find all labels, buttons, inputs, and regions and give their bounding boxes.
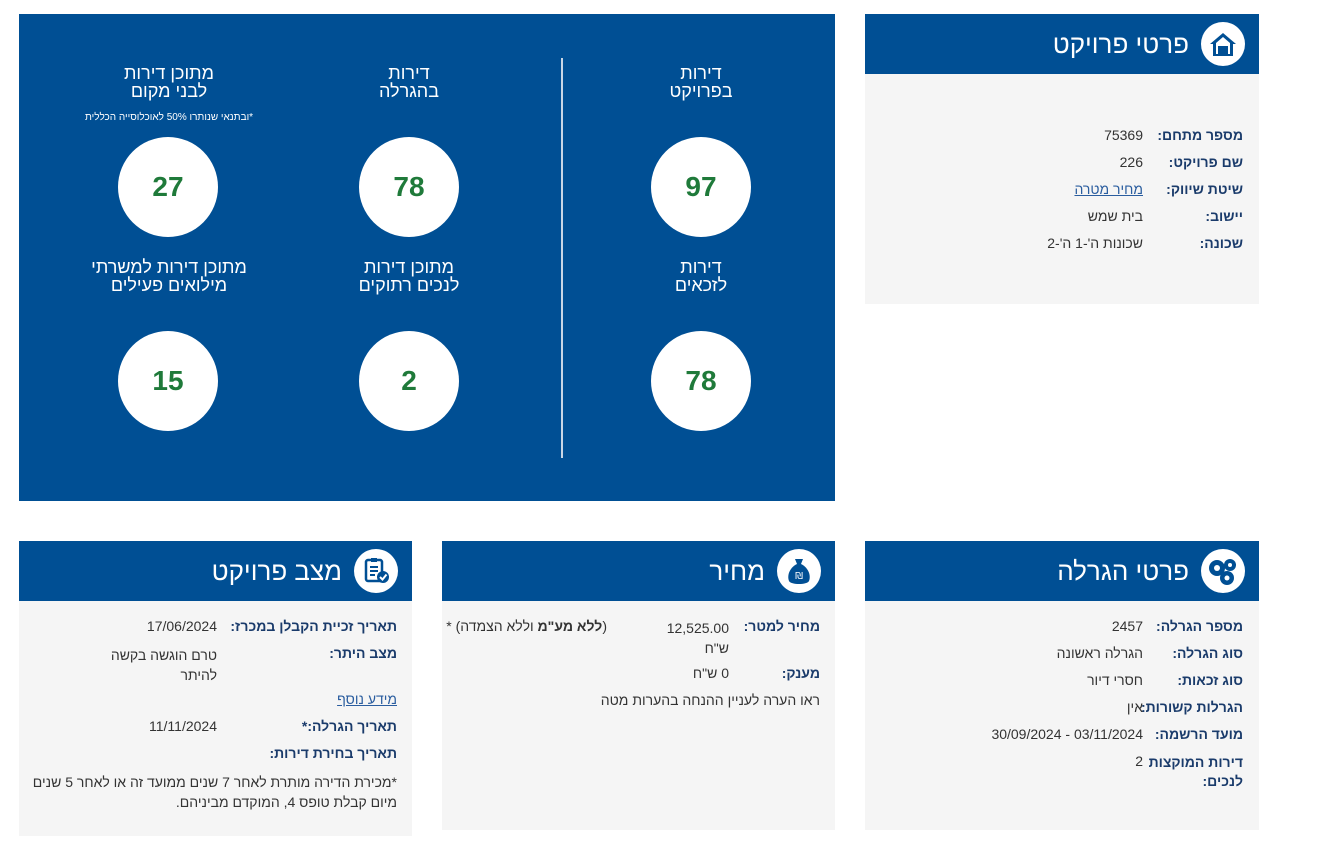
value-project-name: 226 [1119,154,1143,170]
lottery-balls-icon [1201,549,1245,593]
label-apartment-choice-date: תאריך בחירת דירות: [269,745,397,761]
stat-circle-disabled: 2 [359,331,459,431]
project-status-title: מצב פרויקט [211,555,342,586]
more-info-link[interactable]: מידע נוסף [337,691,397,707]
stat-title-disabled: מתוכן דירות לנכים רתוקים [358,257,460,295]
value-disabled-apartments: 2 [1135,753,1143,769]
stats-panel: דירות בפרויקט 97 דירות לזכאים 78 דירות ב… [19,14,835,501]
stat-circle-reservists: 15 [118,331,218,431]
project-details-body: מספר מתחם: 75369 שם פרויקט: 226 שיטת שיו… [865,74,1259,304]
stat-circle-local: 27 [118,137,218,237]
price-vat-note: (ללא מע"מ וללא הצמדה) * [446,618,607,634]
stat-note-local: *ובתנאי שנותרו 50% לאוכלוסייה הכללית [84,112,254,123]
document-check-icon [354,549,398,593]
stat-circle-lottery: 78 [359,137,459,237]
value-price-per-meter: 12,525.00 ש"ח [666,620,729,656]
lottery-details-header: פרטי הגרלה [865,541,1259,601]
project-details-title: פרטי פרויקט [1052,28,1189,59]
label-registration-period: מועד הרשמה: [1154,726,1243,742]
marketing-method-link[interactable]: מחיר מטרה [1074,181,1143,197]
home-icon [1201,22,1245,66]
stat-value-eligible: 78 [685,365,717,396]
label-lottery-type: סוג הגרלה: [1172,645,1243,661]
stat-title-lottery: דירות בהגרלה [379,63,439,101]
price-remark: ראו הערה לעניין ההנחה בהערות מטה [600,692,820,708]
stat-title-local: מתוכן דירות לבני מקום [124,63,214,101]
stat-title-project: דירות בפרויקט [669,63,733,101]
status-footnote: *מכירת הדירה מותרת לאחר 7 שנים ממועד זה … [32,774,397,810]
label-disabled-apartments: דירות המוקצות לנכים: [1148,754,1243,789]
label-project-name: שם פרויקט: [1168,154,1243,170]
stat-value-project: 97 [685,171,717,202]
value-settlement: בית שמש [1087,208,1143,224]
value-lottery-type: הגרלה ראשונה [1056,645,1143,661]
money-bag-icon: ₪ [777,549,821,593]
svg-text:₪: ₪ [795,571,803,582]
label-marketing-method: שיטת שיווק: [1166,181,1243,197]
label-contractor-win-date: תאריך זכיית הקבלן במכרז: [230,618,397,634]
price-header: ₪ מחיר [442,541,835,601]
price-title: מחיר [709,555,765,586]
label-eligibility-type: סוג זכאות: [1177,672,1243,688]
project-status-header: מצב פרויקט [19,541,412,601]
stat-title-reservists: מתוכן דירות למשרתי מילואים פעילים [91,257,247,295]
stat-value-reservists: 15 [152,365,184,396]
lottery-details-body: מספר הגרלה: 2457 סוג הגרלה: הגרלה ראשונה… [865,601,1259,830]
value-related-lotteries: אין [1126,699,1143,715]
label-related-lotteries: הגרלות קשורות: [1140,699,1243,715]
stat-title-eligible: דירות לזכאים [674,257,728,295]
stat-circle-eligible: 78 [651,331,751,431]
value-contractor-win-date: 17/06/2024 [146,618,217,634]
label-price-per-meter: מחיר למטר: [743,618,820,634]
value-lottery-date: 11/11/2024 [149,718,217,734]
stat-value-disabled: 2 [401,365,417,396]
value-neighborhood: שכונות ה'-1 ה'-2 [1047,235,1143,251]
label-settlement: יישוב: [1205,208,1243,224]
lottery-details-title: פרטי הגרלה [1057,555,1189,586]
stat-value-lottery: 78 [393,171,425,202]
project-status-body: תאריך זכיית הקבלן במכרז: 17/06/2024 מצב … [19,601,412,836]
stat-value-local: 27 [152,171,184,202]
label-lottery-date: תאריך הגרלה:* [301,718,397,734]
value-grant: 0 ש"ח [692,665,729,681]
project-details-header: פרטי פרויקט [865,14,1259,74]
label-lottery-number: מספר הגרלה: [1156,618,1243,634]
label-compound-number: מספר מתחם: [1157,127,1243,143]
value-eligibility-type: חסרי דיור [1087,672,1143,688]
value-lottery-number: 2457 [1111,618,1143,634]
stats-divider [561,58,563,458]
value-registration-period: 03/11/2024 - 30/09/2024 [991,726,1143,742]
label-permit-status: מצב היתר: [329,645,397,661]
label-grant: מענק: [781,665,820,681]
stat-circle-project: 97 [651,137,751,237]
price-body: מחיר למטר: 12,525.00 ש"ח (ללא מע"מ וללא … [442,601,835,830]
label-neighborhood: שכונה: [1199,235,1243,251]
value-compound-number: 75369 [1104,127,1143,143]
value-permit-status: טרם הוגשה בקשה להיתר [110,647,217,683]
